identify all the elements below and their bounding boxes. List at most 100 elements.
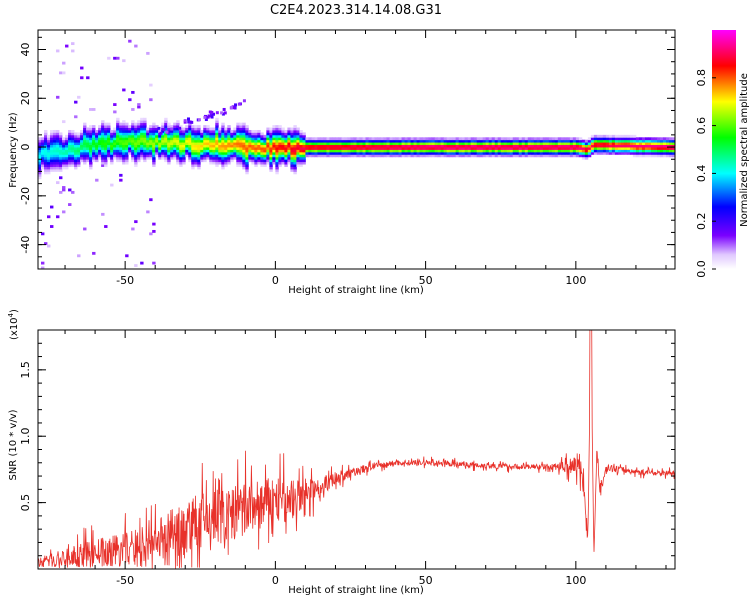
heatmap-cell xyxy=(359,142,363,146)
heatmap-cell xyxy=(101,129,105,133)
heatmap-cell xyxy=(56,151,60,155)
heatmap-cell xyxy=(506,144,511,148)
heatmap-cell xyxy=(143,159,147,163)
heatmap-cell xyxy=(527,147,532,150)
heatmap-cell xyxy=(125,127,129,131)
heatmap-cell xyxy=(245,127,249,131)
heatmap-cell xyxy=(269,139,273,143)
heatmap-cell xyxy=(257,139,261,143)
heatmap-cell xyxy=(596,137,601,141)
heatmap-cell xyxy=(50,151,54,155)
heatmap-cell xyxy=(230,149,234,153)
heatmap-cell xyxy=(329,137,333,141)
heatmap-cell xyxy=(380,154,384,158)
heatmap-cell xyxy=(452,147,457,150)
heatmap-cell xyxy=(302,161,306,165)
heatmap-cell xyxy=(401,147,405,150)
heatmap-cell xyxy=(149,151,153,155)
heatmap-cell xyxy=(149,132,153,136)
heatmap-cell xyxy=(545,142,550,146)
heatmap-cell xyxy=(62,120,66,124)
heatmap-cell xyxy=(530,144,535,148)
heatmap-cell xyxy=(71,137,75,141)
heatmap-cell xyxy=(251,161,255,165)
heatmap-cell xyxy=(275,159,279,163)
heatmap-cell xyxy=(593,137,598,141)
heatmap-cell xyxy=(101,164,105,167)
heatmap-cell xyxy=(590,134,595,138)
heatmap-cell xyxy=(581,156,586,160)
heatmap-cell xyxy=(548,139,553,143)
heatmap-cell xyxy=(227,144,231,148)
colorbar-tick-label: 0.0 xyxy=(695,260,708,278)
heatmap-cell xyxy=(157,126,161,130)
heatmap-cell xyxy=(500,144,505,148)
heatmap-cell xyxy=(134,220,138,224)
heatmap-cell xyxy=(539,154,544,158)
heatmap-cell xyxy=(131,149,135,153)
heatmap-cell xyxy=(251,129,255,133)
heatmap-cell xyxy=(341,147,345,150)
heatmap-cell xyxy=(320,149,324,153)
heatmap-cell xyxy=(659,147,664,150)
heatmap-cell xyxy=(509,147,514,150)
heatmap-cell xyxy=(50,154,54,158)
heatmap-cell xyxy=(65,166,69,170)
heatmap-cell xyxy=(566,137,571,141)
heatmap-cell xyxy=(140,261,144,265)
heatmap-cell xyxy=(95,139,99,143)
heatmap-cell xyxy=(245,159,249,163)
heatmap-cell xyxy=(221,127,225,131)
heatmap-cell xyxy=(176,129,180,133)
heatmap-cell xyxy=(530,154,535,158)
heatmap-cell xyxy=(482,144,487,148)
heatmap-cell xyxy=(161,132,165,136)
heatmap-cell xyxy=(503,139,508,143)
heatmap-cell xyxy=(659,142,664,146)
heatmap-cell xyxy=(575,147,580,150)
heatmap-cell xyxy=(53,137,57,141)
heatmap-cell xyxy=(281,156,285,160)
snr-frame xyxy=(37,329,676,570)
heatmap-cell xyxy=(239,156,243,160)
heatmap-cell xyxy=(149,134,153,138)
heatmap-cell xyxy=(518,137,523,141)
heatmap-cell xyxy=(224,147,228,150)
heatmap-cell xyxy=(215,137,219,141)
heatmap-cell xyxy=(509,151,514,155)
heatmap-cell xyxy=(134,142,138,146)
heatmap-cell xyxy=(281,151,285,155)
heatmap-cell xyxy=(434,144,439,148)
heatmap-cell xyxy=(452,139,457,143)
heatmap-cell xyxy=(284,159,288,163)
heatmap-cell xyxy=(122,144,126,148)
heatmap-cell xyxy=(98,156,102,160)
heatmap-cell xyxy=(464,142,469,146)
heatmap-cell xyxy=(302,154,306,158)
heatmap-cell xyxy=(107,125,111,128)
heatmap-cell xyxy=(392,149,396,153)
heatmap-cell xyxy=(659,139,664,143)
heatmap-cell xyxy=(299,147,303,150)
heatmap-cell xyxy=(626,149,631,153)
heatmap-cell xyxy=(122,132,126,136)
heatmap-cell xyxy=(314,149,318,153)
heatmap-cell xyxy=(53,159,57,163)
heatmap-cell xyxy=(275,151,279,155)
heatmap-cell xyxy=(38,159,42,163)
heatmap-cell xyxy=(632,151,637,155)
heatmap-cell xyxy=(215,122,219,126)
heatmap-cell xyxy=(410,151,414,155)
heatmap-cell xyxy=(293,159,297,163)
heatmap-cell xyxy=(176,142,180,146)
heatmap-cell xyxy=(188,156,192,160)
heatmap-cell xyxy=(44,171,48,175)
heatmap-cell xyxy=(248,151,252,155)
heatmap-cell xyxy=(155,144,159,148)
heatmap-cell xyxy=(347,142,351,146)
heatmap-cell xyxy=(56,49,60,53)
heatmap-cell xyxy=(446,151,451,155)
heatmap-cell xyxy=(62,61,66,65)
heatmap-cell xyxy=(194,142,198,146)
